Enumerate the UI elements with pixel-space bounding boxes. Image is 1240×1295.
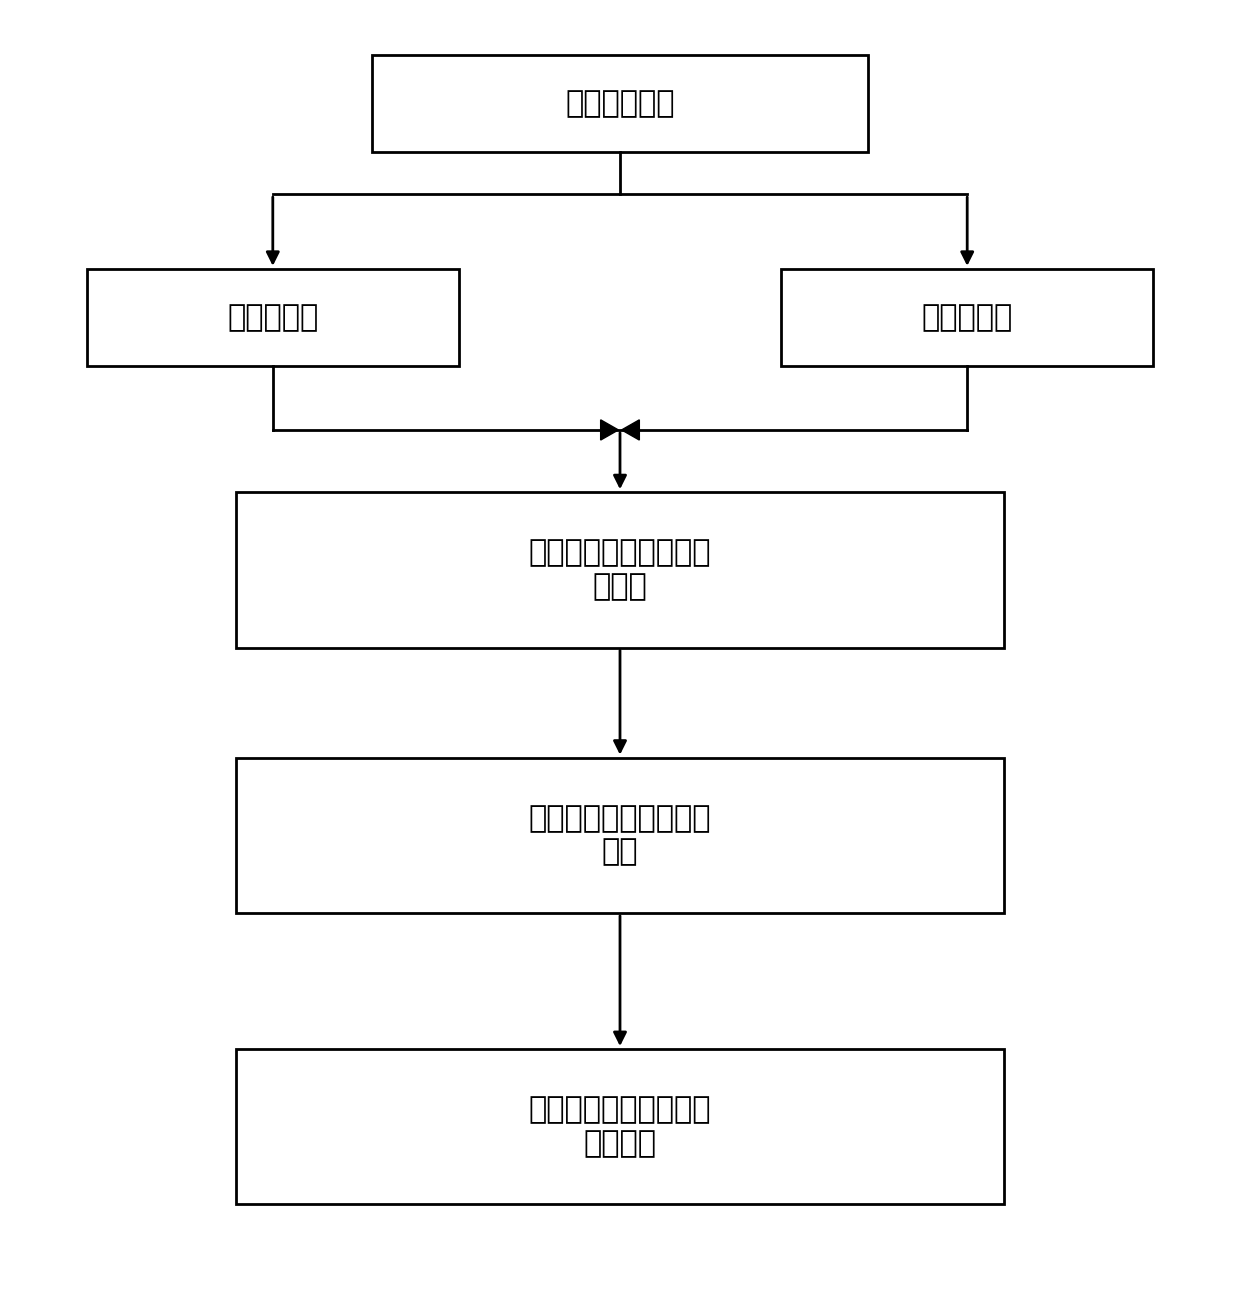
- Bar: [372, 54, 868, 152]
- Polygon shape: [621, 420, 640, 440]
- Bar: [781, 269, 1153, 365]
- Bar: [87, 269, 459, 365]
- Text: 建立温度值与灰度值映
射关系: 建立温度值与灰度值映 射关系: [528, 539, 712, 601]
- Text: 灰度值提取: 灰度值提取: [921, 303, 1013, 332]
- Text: 读取红外图像: 读取红外图像: [565, 89, 675, 118]
- Text: 将温度阈值转化为灰度
阈值: 将温度阈值转化为灰度 阈值: [528, 804, 712, 866]
- Polygon shape: [600, 420, 619, 440]
- Text: 提取升温区，确定故障
区域特征: 提取升温区，确定故障 区域特征: [528, 1096, 712, 1158]
- Bar: [236, 492, 1004, 648]
- Bar: [236, 1049, 1004, 1204]
- Text: 温度值提取: 温度值提取: [227, 303, 319, 332]
- Bar: [236, 758, 1004, 913]
